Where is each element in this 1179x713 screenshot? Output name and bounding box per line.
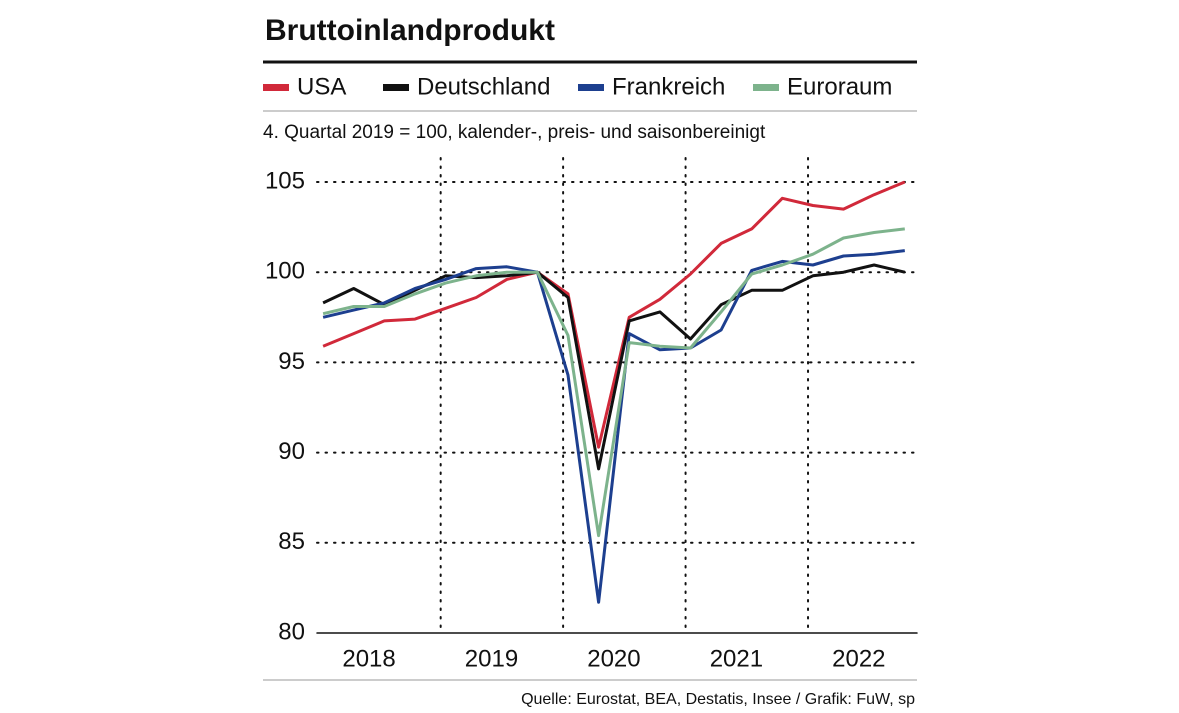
legend-label: Euroraum [787,73,892,100]
y-tick-label: 100 [265,258,305,285]
legend-swatch [383,84,409,91]
legend-swatch [263,84,289,91]
x-tick-label: 2018 [342,645,395,672]
y-tick-label: 105 [265,167,305,194]
y-tick-label: 90 [278,438,305,465]
x-tick-label: 2022 [832,645,885,672]
source: Quelle: Eurostat, BEA, Destatis, Insee /… [521,691,915,708]
y-tick-label: 85 [278,528,305,555]
x-tick-label: 2021 [710,645,763,672]
legend-label: Frankreich [612,73,725,100]
y-tick-label: 80 [278,618,305,645]
x-tick-label: 2019 [465,645,518,672]
y-tick-label: 95 [278,348,305,375]
series-line [322,227,905,538]
legend-swatch [578,84,604,91]
chart-title: Bruttoinlandprodukt [265,14,555,47]
subtitle: 4. Quartal 2019 = 100, kalender-, preis-… [263,122,766,143]
legend-label: USA [297,73,346,100]
legend-label: Deutschland [417,73,550,100]
legend-swatch [753,84,779,91]
x-tick-label: 2020 [587,645,640,672]
series-line [322,249,905,604]
series-line [322,180,906,449]
